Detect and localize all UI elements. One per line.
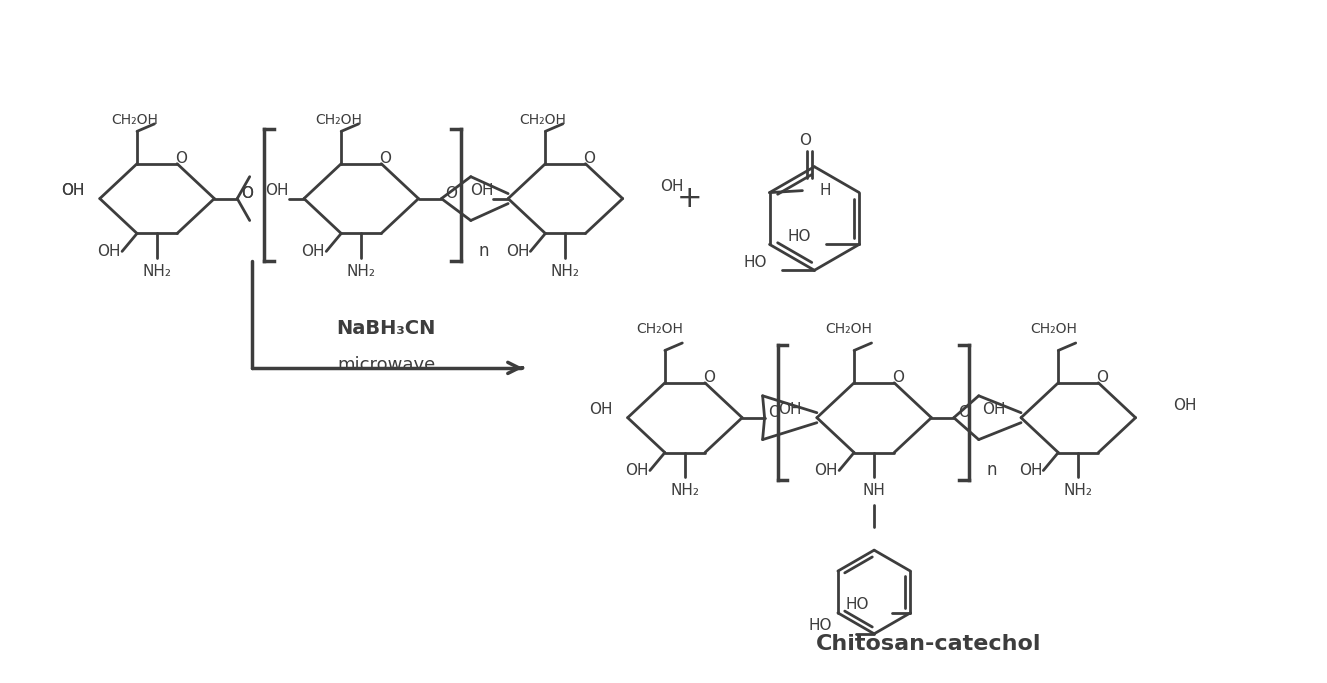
Text: OH: OH (625, 463, 649, 478)
Text: OH: OH (1019, 463, 1042, 478)
Text: CH₂OH: CH₂OH (519, 113, 567, 128)
Text: NH₂: NH₂ (1064, 483, 1093, 498)
Text: O: O (892, 370, 904, 385)
Text: Chitosan-catechol: Chitosan-catechol (816, 634, 1042, 654)
Text: HO: HO (809, 618, 832, 633)
Text: CH₂OH: CH₂OH (1030, 322, 1076, 335)
Text: OH: OH (61, 183, 85, 198)
Text: O: O (240, 186, 252, 201)
Text: H: H (820, 183, 831, 198)
Text: O: O (584, 151, 596, 166)
Text: O: O (445, 186, 456, 201)
Text: OH: OH (982, 402, 1006, 417)
Text: OH: OH (506, 244, 529, 259)
Text: NH₂: NH₂ (142, 264, 171, 279)
Text: CH₂OH: CH₂OH (637, 322, 683, 335)
Text: NH₂: NH₂ (346, 264, 376, 279)
Text: O: O (175, 151, 187, 166)
Text: OH: OH (1173, 398, 1197, 413)
Text: OH: OH (97, 244, 121, 259)
Text: O: O (958, 405, 970, 420)
Text: NH₂: NH₂ (551, 264, 580, 279)
Text: OH: OH (815, 463, 837, 478)
Text: NH: NH (863, 483, 885, 498)
Text: OH: OH (265, 183, 289, 198)
Text: NH₂: NH₂ (670, 483, 699, 498)
Text: n: n (987, 462, 997, 479)
Text: OH: OH (301, 244, 325, 259)
Text: CH₂OH: CH₂OH (111, 113, 158, 128)
Text: O: O (380, 151, 391, 166)
Text: OH: OH (661, 179, 683, 194)
Text: O: O (703, 370, 715, 385)
Text: HO: HO (845, 598, 869, 613)
Text: CH₂OH: CH₂OH (825, 322, 873, 335)
Text: O: O (799, 133, 811, 148)
Text: +: + (677, 184, 703, 213)
Text: OH: OH (61, 183, 85, 198)
Text: O: O (768, 405, 780, 420)
Text: OH: OH (589, 402, 613, 417)
Text: OH: OH (470, 183, 494, 198)
Text: O: O (240, 186, 252, 201)
Text: OH: OH (779, 402, 802, 417)
Text: n: n (479, 242, 490, 260)
Text: HO: HO (788, 229, 811, 244)
Text: NaBH₃CN: NaBH₃CN (337, 318, 435, 337)
Text: CH₂OH: CH₂OH (316, 113, 362, 128)
Text: O: O (1096, 370, 1108, 385)
Text: microwave: microwave (337, 356, 435, 374)
Text: HO: HO (743, 255, 767, 270)
